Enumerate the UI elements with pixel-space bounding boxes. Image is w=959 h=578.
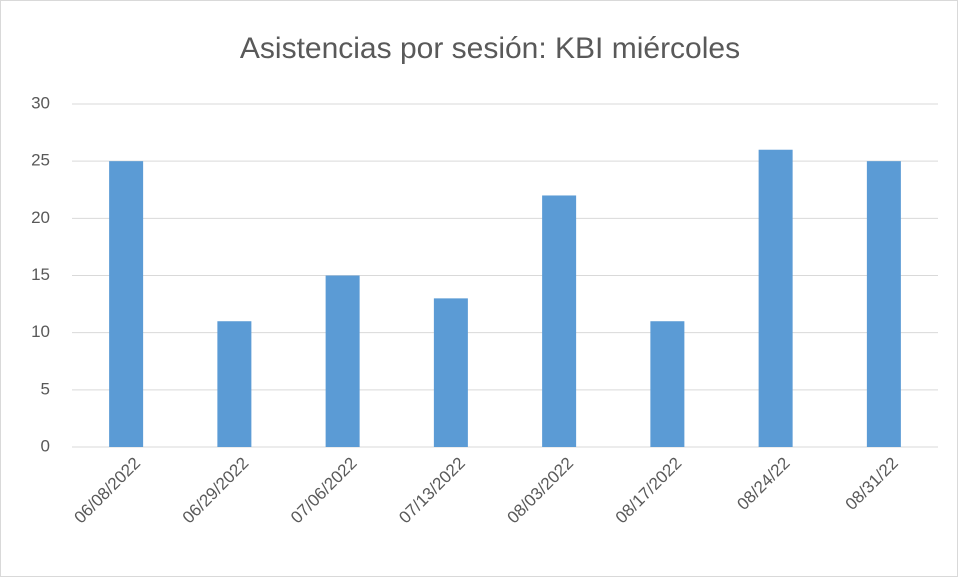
y-tick-label: 5 (41, 379, 50, 398)
y-tick-label: 30 (31, 93, 50, 112)
y-tick-label: 20 (31, 208, 50, 227)
y-tick-label: 0 (41, 436, 50, 455)
chart-title: Asistencias por sesión: KBI miércoles (240, 32, 740, 65)
bar (433, 298, 468, 447)
bar (758, 149, 793, 447)
y-tick-label: 25 (31, 151, 50, 170)
bar (542, 195, 577, 447)
y-tick-label: 10 (31, 322, 50, 341)
bar (650, 321, 685, 447)
bar (325, 275, 360, 447)
bar (217, 321, 252, 447)
y-tick-label: 15 (31, 265, 50, 284)
bar (866, 161, 901, 447)
bar (109, 161, 144, 447)
